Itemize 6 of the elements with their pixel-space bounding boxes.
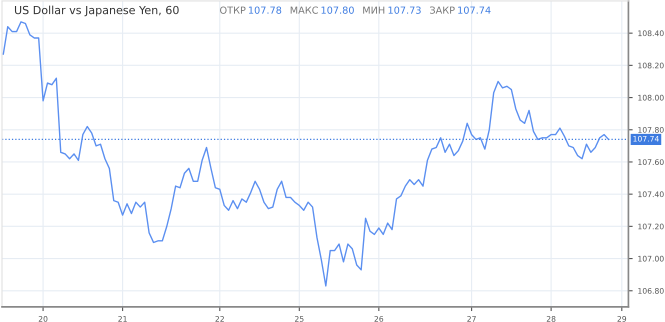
- line-series: [2, 21, 610, 287]
- annotation: ЗАКР 107.74: [430, 6, 491, 14]
- annotation: МИН 107.73: [363, 6, 421, 14]
- annotation: ОТКР 107.78: [220, 6, 282, 14]
- annotation: МАКС 107.80: [290, 6, 354, 14]
- chart-title: US Dollar vs Japanese Yen, 60: [14, 6, 179, 16]
